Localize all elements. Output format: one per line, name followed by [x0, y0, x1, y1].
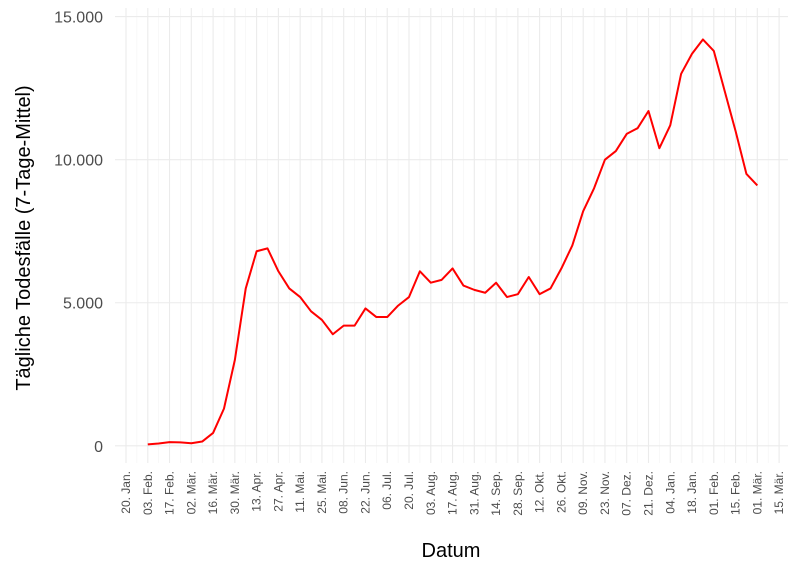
- x-tick-label: 01. Mär.: [750, 471, 764, 514]
- x-tick-label: 27. Apr.: [271, 471, 285, 512]
- x-tick-label: 09. Nov.: [576, 471, 590, 515]
- x-tick-label: 11. Mai.: [293, 471, 307, 513]
- x-tick-label: 26. Okt.: [554, 471, 568, 513]
- x-tick-label: 06. Jul.: [380, 471, 394, 510]
- x-tick-label: 31. Aug.: [467, 471, 481, 515]
- x-tick-label: 25. Mai.: [315, 471, 329, 514]
- y-tick-label: 5.000: [63, 296, 103, 313]
- x-tick-label: 23. Nov.: [598, 471, 612, 515]
- x-tick-label: 17. Aug.: [446, 471, 460, 515]
- x-tick-label: 20. Jul.: [402, 471, 416, 510]
- x-tick-label: 03. Aug.: [424, 471, 438, 515]
- x-tick-label: 01. Feb.: [707, 471, 721, 515]
- x-tick-label: 15. Mär.: [772, 471, 786, 514]
- x-tick-label: 04. Jan.: [663, 471, 677, 514]
- x-tick-label: 20. Jan.: [119, 471, 133, 514]
- x-tick-label: 28. Sep.: [511, 471, 525, 516]
- x-tick-label: 13. Apr.: [250, 471, 264, 512]
- y-tick-label: 0: [94, 439, 103, 456]
- x-tick-label: 07. Dez.: [620, 471, 634, 516]
- data-line: [147, 38, 759, 446]
- y-tick-label: 15.000: [54, 10, 103, 27]
- x-tick-label: 15. Feb.: [729, 471, 743, 515]
- x-tick-label: 12. Okt.: [533, 471, 547, 513]
- x-tick-label: 30. Mär.: [228, 471, 242, 514]
- x-tick-label: 14. Sep.: [489, 471, 503, 516]
- x-tick-label: 02. Mär.: [184, 471, 198, 514]
- x-axis-title: Datum: [422, 540, 481, 562]
- x-tick-label: 03. Feb.: [141, 471, 155, 515]
- y-axis-title: Tägliche Todesfälle (7-Tage-Mittel): [13, 85, 35, 390]
- x-tick-label: 18. Jan.: [685, 471, 699, 514]
- y-tick-label: 10.000: [54, 153, 103, 170]
- x-tick-label: 21. Dez.: [641, 471, 655, 516]
- plot: 20. Jan. 03. Feb. 17. Feb. 02. Mär. 16. Mär.…: [54, 8, 788, 516]
- x-tick-label: 08. Jun.: [337, 471, 351, 514]
- x-tick-label: 17. Feb.: [163, 471, 177, 515]
- x-tick-label: 22. Jun.: [358, 471, 372, 514]
- x-tick-label: 16. Mär.: [206, 471, 220, 514]
